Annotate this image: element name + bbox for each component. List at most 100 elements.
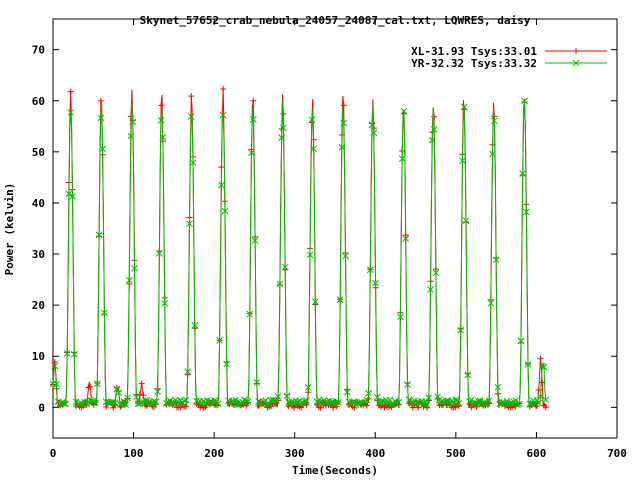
data-point xyxy=(152,398,160,406)
y-tick-label: 40 xyxy=(32,197,45,210)
data-point xyxy=(540,363,548,371)
data-point xyxy=(219,111,227,119)
data-point xyxy=(333,398,340,405)
data-point xyxy=(95,231,103,239)
data-point xyxy=(97,97,104,104)
data-point xyxy=(375,399,383,407)
data-point xyxy=(109,398,117,406)
data-point xyxy=(430,126,438,133)
data-point xyxy=(67,88,74,95)
data-point xyxy=(51,362,59,370)
data-point xyxy=(99,145,106,153)
plot-frame xyxy=(52,18,618,439)
series-yr xyxy=(49,97,550,409)
data-point xyxy=(122,401,130,409)
x-tick-label: 700 xyxy=(607,447,627,460)
data-point xyxy=(249,116,257,123)
x-tick-label: 300 xyxy=(285,447,305,460)
data-point xyxy=(182,396,190,404)
data-point xyxy=(280,124,287,132)
data-point xyxy=(535,399,543,407)
y-axis-label: Power (kelvin) xyxy=(3,183,16,276)
data-point xyxy=(92,399,99,407)
legend: XL-31.93 Tsys:33.01 YR-32.32 Tsys:33.32 xyxy=(411,45,607,70)
data-point xyxy=(70,350,78,358)
x-axis-ticks: 0 100 200 300 400 500 600 700 xyxy=(50,19,627,460)
data-point xyxy=(194,398,202,406)
data-point xyxy=(395,398,403,406)
data-point xyxy=(189,159,197,167)
data-point xyxy=(191,322,199,329)
legend-marker-xl xyxy=(573,48,579,54)
data-point xyxy=(343,388,351,396)
data-point xyxy=(427,286,434,293)
data-point xyxy=(489,150,496,158)
data-point xyxy=(492,256,500,264)
data-point xyxy=(97,114,105,122)
data-point xyxy=(374,393,381,401)
data-point xyxy=(115,389,122,397)
data-point xyxy=(140,392,147,399)
data-point xyxy=(521,97,528,105)
data-point xyxy=(366,266,374,274)
data-point xyxy=(462,217,470,225)
data-point xyxy=(177,404,184,411)
data-point xyxy=(542,404,549,411)
data-point xyxy=(315,396,323,404)
x-tick-label: 200 xyxy=(204,447,224,460)
data-point xyxy=(180,397,188,405)
data-point xyxy=(537,355,544,362)
data-point xyxy=(476,397,484,405)
data-point xyxy=(542,396,550,404)
y-tick-label: 0 xyxy=(38,401,45,414)
data-point xyxy=(253,379,261,386)
data-point xyxy=(327,399,335,407)
data-point xyxy=(407,399,415,406)
data-point xyxy=(475,397,482,405)
data-point xyxy=(65,190,73,198)
data-point xyxy=(487,299,495,307)
data-point xyxy=(499,399,507,407)
data-point xyxy=(455,403,462,410)
data-point xyxy=(331,401,339,408)
data-point xyxy=(514,401,521,408)
data-point xyxy=(131,264,138,272)
y-tick-label: 50 xyxy=(32,146,45,159)
data-point xyxy=(336,296,344,303)
data-point xyxy=(159,133,167,141)
data-point xyxy=(457,326,465,334)
data-point xyxy=(522,208,530,216)
data-point xyxy=(294,398,301,406)
legend-label-xl: XL-31.93 Tsys:33.01 xyxy=(411,45,537,58)
data-point xyxy=(158,102,165,109)
data-point xyxy=(134,400,142,408)
data-point xyxy=(265,401,273,408)
data-point xyxy=(519,170,527,178)
data-point xyxy=(232,396,239,404)
x-axis-label: Time(Seconds) xyxy=(292,464,378,477)
data-point xyxy=(244,398,252,406)
data-point xyxy=(297,399,305,407)
data-point xyxy=(248,149,255,157)
data-point xyxy=(402,235,410,242)
data-point xyxy=(88,397,96,405)
y-tick-label: 60 xyxy=(32,95,45,108)
data-point xyxy=(154,388,161,395)
x-tick-label: 500 xyxy=(446,447,466,460)
data-point xyxy=(182,403,189,410)
data-point xyxy=(483,400,491,407)
data-point xyxy=(53,380,60,388)
data-point xyxy=(228,398,236,405)
data-point xyxy=(87,383,94,390)
data-point xyxy=(524,361,532,368)
data-point xyxy=(157,116,165,124)
data-point xyxy=(425,394,433,402)
data-point xyxy=(460,103,468,111)
data-point xyxy=(175,401,183,408)
data-point xyxy=(397,313,404,321)
data-point xyxy=(251,237,259,244)
data-point xyxy=(335,399,342,406)
x-tick-label: 400 xyxy=(365,447,385,460)
y-tick-label: 20 xyxy=(32,299,45,312)
data-point xyxy=(290,400,298,408)
